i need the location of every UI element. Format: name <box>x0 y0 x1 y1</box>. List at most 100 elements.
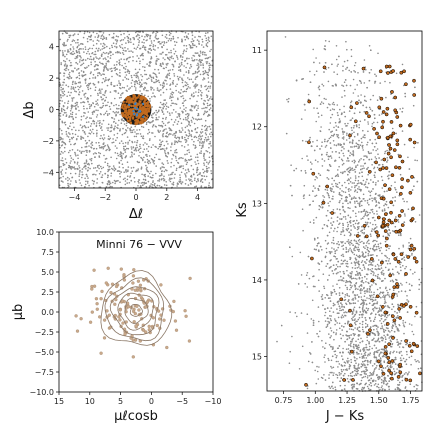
field-star <box>152 48 155 50</box>
field-star <box>201 146 204 148</box>
x-tick-label: 5 <box>118 397 123 406</box>
field-star <box>99 120 101 122</box>
field-star <box>151 106 153 108</box>
field-star <box>344 284 347 287</box>
field-star <box>96 129 98 132</box>
field-star <box>370 291 373 293</box>
field-star <box>98 88 101 90</box>
field-star <box>180 95 182 98</box>
field-star <box>304 282 307 285</box>
field-star <box>383 334 385 337</box>
field-star <box>159 62 162 65</box>
field-star <box>331 247 333 249</box>
field-star <box>318 290 321 292</box>
field-star <box>192 168 195 171</box>
field-star <box>346 134 348 136</box>
field-star <box>373 299 375 302</box>
field-star <box>335 182 337 185</box>
field-star <box>329 327 332 329</box>
field-star <box>192 44 194 46</box>
field-star <box>172 57 174 60</box>
field-star <box>378 277 381 279</box>
field-star <box>62 141 65 144</box>
field-star <box>165 147 168 150</box>
field-star <box>107 170 109 173</box>
field-star <box>127 127 129 129</box>
field-star <box>81 146 83 149</box>
field-star <box>404 267 406 270</box>
field-star <box>97 109 99 112</box>
field-star <box>140 74 142 76</box>
field-star <box>171 55 173 57</box>
field-star <box>175 157 177 159</box>
field-star <box>188 132 191 134</box>
field-star <box>124 68 127 70</box>
field-star <box>82 105 85 108</box>
field-star <box>150 56 153 58</box>
field-star <box>197 95 199 97</box>
field-star <box>189 87 191 89</box>
field-star <box>128 182 131 184</box>
field-star <box>168 74 170 77</box>
field-star <box>162 135 164 138</box>
field-star <box>195 180 198 183</box>
field-star <box>66 107 68 110</box>
field-star <box>372 240 374 243</box>
field-star <box>205 44 208 47</box>
field-star <box>111 44 113 47</box>
field-star <box>189 124 192 127</box>
field-star <box>155 78 157 81</box>
field-star <box>337 136 340 139</box>
field-star <box>108 33 111 36</box>
field-star <box>404 213 406 215</box>
field-star <box>151 176 154 179</box>
field-star <box>112 53 114 56</box>
field-star <box>383 382 385 385</box>
member-star <box>143 111 147 115</box>
pm-point <box>132 320 136 324</box>
field-star <box>92 120 94 123</box>
field-star <box>171 142 173 144</box>
field-star <box>65 84 67 86</box>
field-star <box>77 135 79 138</box>
field-star <box>91 113 94 115</box>
field-star <box>130 126 133 128</box>
field-star <box>170 96 173 99</box>
field-star <box>167 152 169 154</box>
field-star <box>341 159 344 162</box>
field-star <box>333 248 335 250</box>
member-star <box>120 106 124 109</box>
field-star <box>81 150 83 153</box>
field-star <box>193 59 196 61</box>
field-star <box>142 184 144 186</box>
field-star <box>67 182 69 185</box>
field-star <box>184 183 187 185</box>
field-star <box>208 156 211 159</box>
field-star <box>163 42 166 44</box>
field-star <box>183 108 185 111</box>
field-star <box>108 180 111 183</box>
field-star <box>336 73 339 76</box>
field-star <box>334 175 337 178</box>
field-star <box>103 94 106 97</box>
field-star <box>337 303 340 305</box>
field-star <box>95 56 97 58</box>
field-star <box>175 148 178 151</box>
field-star <box>59 118 61 121</box>
field-star <box>315 70 318 72</box>
field-star <box>197 178 199 181</box>
field-star <box>359 274 362 277</box>
field-star <box>391 362 394 365</box>
field-star <box>74 105 76 107</box>
field-star <box>96 57 98 60</box>
field-star <box>153 95 155 97</box>
field-star <box>138 68 141 71</box>
field-star <box>172 35 174 38</box>
x-tick-label: 2 <box>164 193 169 202</box>
field-star <box>329 109 332 111</box>
field-star <box>409 383 412 386</box>
field-star <box>180 131 183 133</box>
field-star <box>362 144 364 147</box>
field-star <box>381 273 383 275</box>
field-star <box>336 104 339 106</box>
